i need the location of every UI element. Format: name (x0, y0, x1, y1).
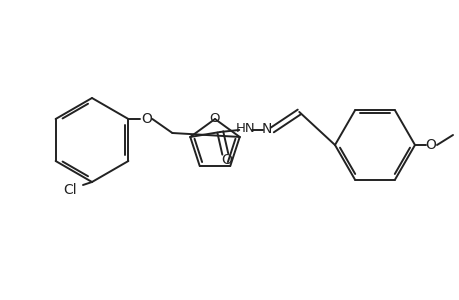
Text: O: O (220, 153, 231, 167)
Text: Cl: Cl (63, 183, 77, 197)
Text: O: O (425, 138, 436, 152)
Text: O: O (209, 112, 220, 124)
Text: HN: HN (235, 122, 255, 136)
Text: O: O (140, 112, 151, 126)
Text: N: N (262, 122, 272, 136)
